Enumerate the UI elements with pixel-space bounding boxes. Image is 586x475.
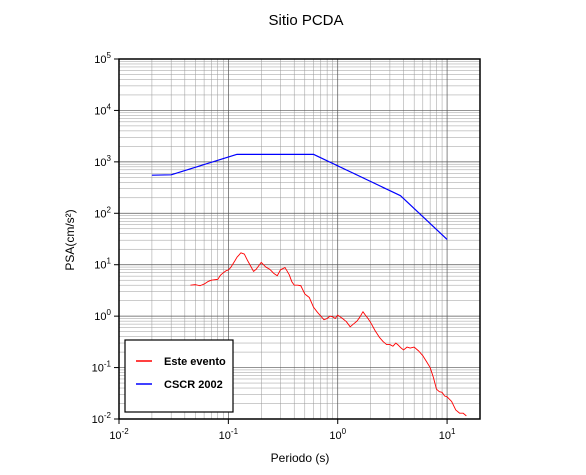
y-tick-label: 102 bbox=[94, 205, 111, 220]
y-tick-label: 10-1 bbox=[92, 360, 112, 375]
grid-minor bbox=[119, 59, 481, 419]
series-layer bbox=[151, 153, 467, 417]
y-axis-ticks: 10-2 10-1 100 101 102 103 104 105 bbox=[92, 51, 119, 426]
legend-label-cscr-2002: CSCR 2002 bbox=[164, 379, 223, 391]
legend-box bbox=[124, 339, 234, 413]
x-tick-label: 10-2 bbox=[109, 427, 129, 442]
x-axis-ticks: 10-2 10-1 100 101 bbox=[109, 419, 456, 442]
y-tick-label: 100 bbox=[94, 308, 111, 323]
y-tick-label: 105 bbox=[94, 51, 111, 66]
legend: Este evento CSCR 2002 bbox=[124, 339, 234, 413]
x-tick-label: 10-1 bbox=[219, 427, 239, 442]
x-axis-label: Periodo (s) bbox=[271, 451, 330, 465]
chart-title: Sitio PCDA bbox=[268, 12, 343, 29]
y-tick-label: 101 bbox=[94, 257, 111, 272]
y-axis-label: PSA(cm/s²) bbox=[63, 209, 77, 270]
series-line-este-evento bbox=[190, 252, 467, 417]
y-tick-label: 10-2 bbox=[92, 411, 112, 426]
y-tick-label: 104 bbox=[94, 102, 111, 117]
x-tick-label: 101 bbox=[439, 427, 456, 442]
y-tick-label: 103 bbox=[94, 154, 111, 169]
x-tick-label: 100 bbox=[329, 427, 346, 442]
plot-frame bbox=[118, 58, 481, 420]
legend-label-este-evento: Este evento bbox=[164, 356, 226, 368]
series-line-cscr-2002 bbox=[151, 153, 448, 240]
